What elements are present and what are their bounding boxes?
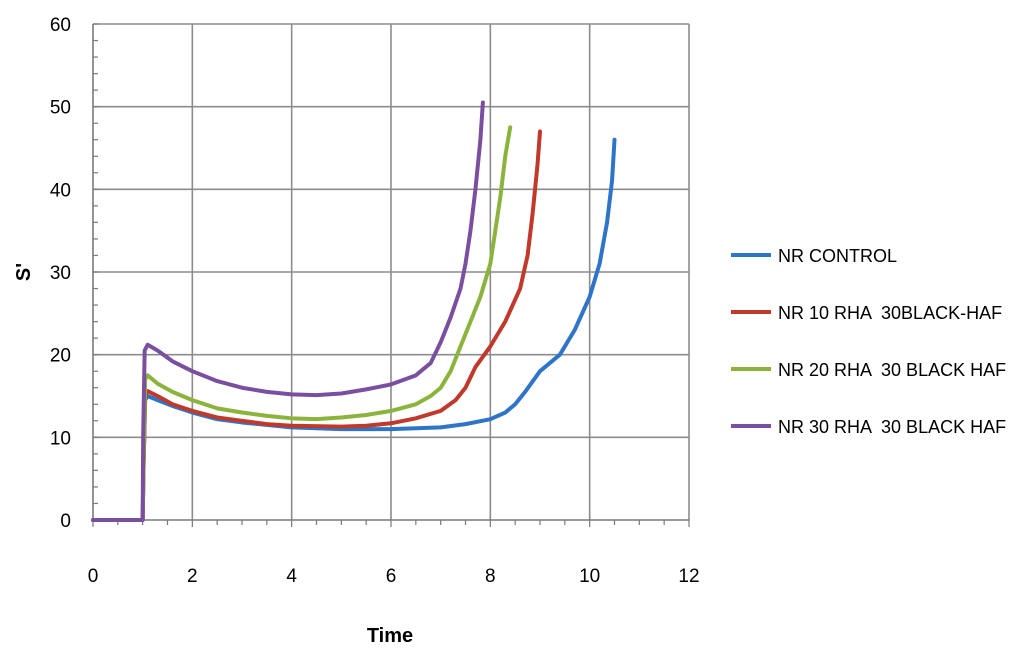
gridlines — [93, 23, 690, 520]
series-line — [91, 125, 513, 522]
x-tick-label: 6 — [386, 566, 397, 587]
y-tick-label: 50 — [50, 98, 71, 119]
x-axis-title: Time — [367, 625, 413, 647]
x-tick-label: 12 — [678, 566, 699, 587]
legend-label: NR 30 RHA 30 BLACK HAF — [778, 417, 1006, 437]
series-line — [91, 137, 617, 522]
y-tick-label: 10 — [50, 428, 71, 449]
x-tick-label: 10 — [579, 566, 600, 587]
axes: 0 2 4 6 8 10 12 0 10 20 30 40 50 60 — [50, 15, 700, 587]
y-tick-label: 0 — [60, 511, 71, 532]
legend-label: NR 10 RHA 30BLACK-HAF — [778, 303, 1002, 323]
y-tick-label: 40 — [50, 180, 71, 201]
x-tick-label: 8 — [485, 566, 496, 587]
legend: NR CONTROL NR 10 RHA 30BLACK-HAF NR 20 RHA… — [731, 246, 1006, 437]
y-axis-title: S' — [13, 263, 35, 281]
y-tick-label: 20 — [50, 346, 71, 367]
legend-label: NR 20 RHA 30 BLACK HAF — [778, 360, 1006, 380]
x-tick-label: 2 — [187, 566, 198, 587]
legend-label: NR CONTROL — [778, 246, 897, 266]
series-lines — [91, 100, 617, 522]
y-tick-label: 30 — [50, 263, 71, 284]
series-line — [91, 100, 485, 522]
x-tick-label: 0 — [88, 566, 99, 587]
y-tick-label: 60 — [50, 15, 71, 36]
x-tick-label: 4 — [286, 566, 297, 587]
series-line — [91, 129, 542, 522]
